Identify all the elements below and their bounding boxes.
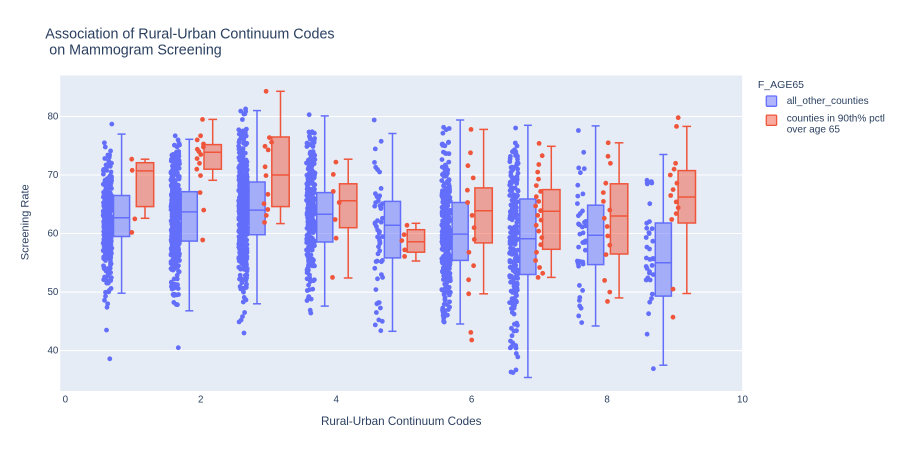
svg-text:Rural-Urban Continuum Codes: Rural-Urban Continuum Codes <box>321 415 482 428</box>
svg-text:6: 6 <box>469 394 475 405</box>
svg-text:70: 70 <box>47 170 58 181</box>
svg-text:counties in 90th% pctl: counties in 90th% pctl <box>787 114 885 125</box>
svg-text:Association of Rural-Urban Con: Association of Rural-Urban Continuum Cod… <box>45 27 334 43</box>
svg-text:over age 65: over age 65 <box>787 125 841 136</box>
svg-text:Screening Rate: Screening Rate <box>20 184 32 260</box>
svg-text:80: 80 <box>47 111 58 122</box>
svg-text:0: 0 <box>63 394 69 405</box>
svg-text:60: 60 <box>47 228 58 239</box>
svg-text:8: 8 <box>604 394 610 405</box>
svg-text:F_AGE65: F_AGE65 <box>758 79 804 91</box>
svg-text:2: 2 <box>198 394 203 405</box>
svg-text:40: 40 <box>47 345 58 356</box>
svg-text:50: 50 <box>47 287 58 298</box>
svg-text:on Mammogram Screening: on Mammogram Screening <box>49 42 221 58</box>
svg-text:4: 4 <box>333 394 339 405</box>
svg-text:all_other_counties: all_other_counties <box>787 96 869 107</box>
svg-text:10: 10 <box>737 394 748 405</box>
